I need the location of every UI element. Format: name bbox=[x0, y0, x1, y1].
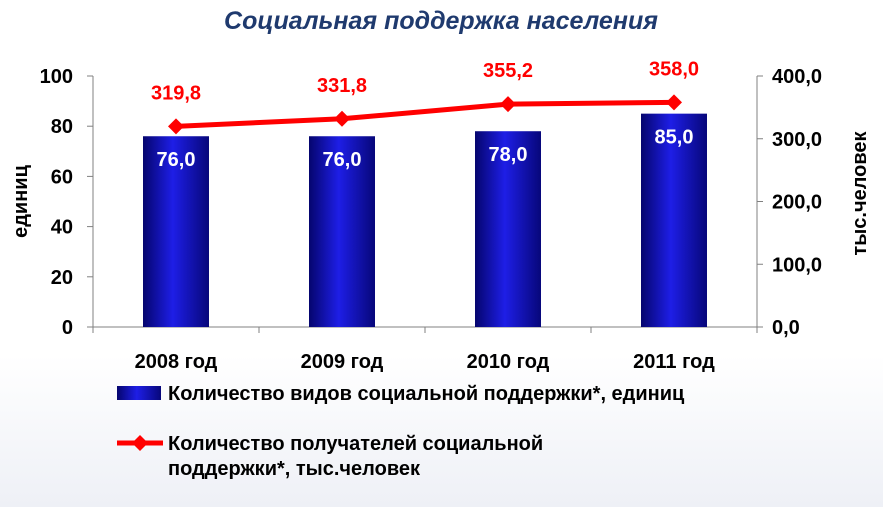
y-left-tick-label: 0 bbox=[62, 317, 73, 339]
line-data-label: 331,8 bbox=[317, 75, 367, 97]
legend-label-line: поддержки*, тыс.человек bbox=[168, 458, 421, 480]
bar-data-label: 85,0 bbox=[655, 127, 694, 149]
y-right-tick-label: 0,0 bbox=[772, 317, 800, 339]
bar bbox=[641, 113, 707, 328]
y-left-tick-label: 60 bbox=[51, 166, 73, 188]
bar-data-label: 78,0 bbox=[489, 144, 528, 166]
line-data-label: 355,2 bbox=[483, 60, 533, 82]
y-right-tick-label: 200,0 bbox=[772, 192, 822, 214]
line-data-label: 319,8 bbox=[151, 82, 201, 104]
line-series bbox=[175, 99, 675, 129]
plot-area: 0 20 40 60 80 100 0,0 100,0 200,0 300,0 400,0 2008 … bbox=[10, 58, 871, 480]
y-right-tick-label: 400,0 bbox=[772, 66, 822, 88]
line-marker bbox=[500, 96, 516, 113]
bar-data-label: 76,0 bbox=[157, 149, 196, 171]
legend-label-bars: Количество видов социальной поддержки*, … bbox=[168, 383, 685, 405]
x-tick-label: 2010 год bbox=[467, 351, 550, 373]
y-right-tick-label: 100,0 bbox=[772, 254, 822, 276]
bar bbox=[143, 136, 209, 327]
bar bbox=[475, 131, 541, 327]
y-axis-right-title: тыс.человек bbox=[849, 130, 871, 255]
line-marker bbox=[334, 110, 350, 127]
legend-line-marker bbox=[132, 435, 148, 451]
y-left-tick-label: 20 bbox=[51, 267, 73, 289]
bar bbox=[309, 136, 375, 327]
legend-label-line: Количество получателей социальной bbox=[168, 433, 543, 455]
x-tick-label: 2011 год bbox=[633, 351, 715, 373]
y-axis-left-title: единиц bbox=[10, 164, 32, 237]
legend-bar-swatch bbox=[117, 386, 161, 400]
line-marker bbox=[666, 94, 682, 111]
y-left-tick-label: 40 bbox=[51, 217, 73, 239]
bar-data-label: 76,0 bbox=[323, 149, 362, 171]
x-tick-label: 2009 год bbox=[301, 351, 384, 373]
y-right-tick-label: 300,0 bbox=[772, 129, 822, 151]
line-marker bbox=[168, 118, 184, 135]
y-left-tick-label: 100 bbox=[40, 66, 73, 88]
y-left-tick-label: 80 bbox=[51, 116, 73, 138]
line-data-label: 358,0 bbox=[649, 58, 699, 80]
x-tick-label: 2008 год bbox=[135, 351, 218, 373]
chart-title: Социальная поддержка населения bbox=[224, 7, 658, 35]
